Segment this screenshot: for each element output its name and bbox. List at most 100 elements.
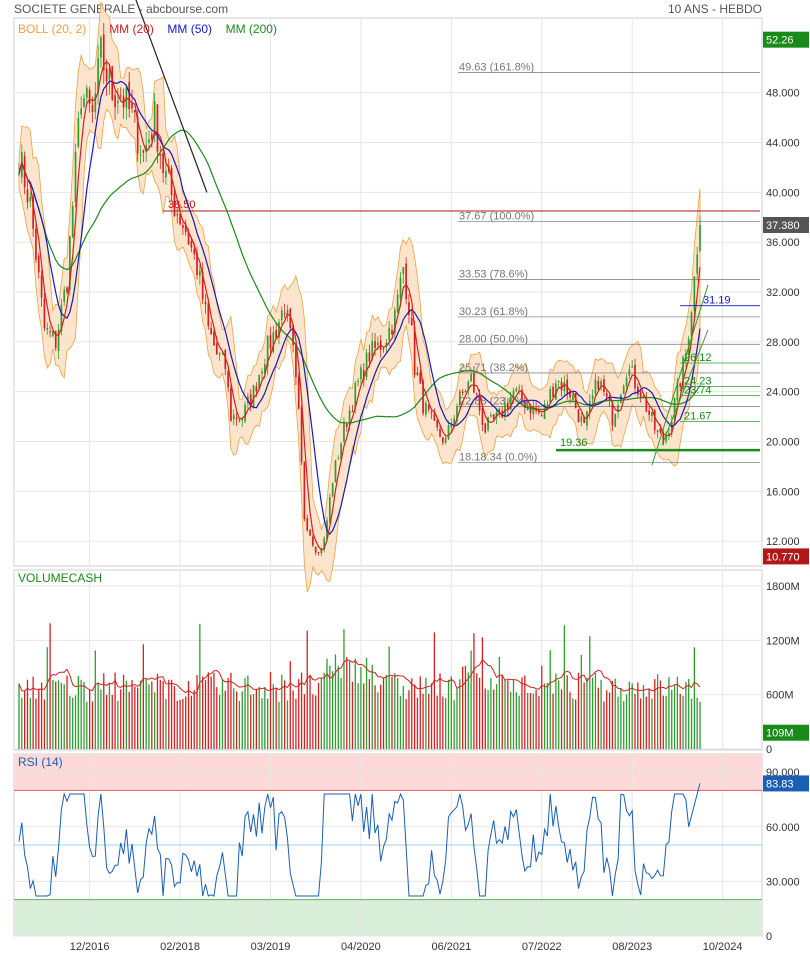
candle-body [473, 372, 475, 393]
volume-tick-label: 0 [766, 744, 772, 756]
candle-body [252, 384, 255, 408]
candle-body [111, 66, 114, 100]
candle-body [289, 308, 292, 329]
price-tick-label: 28.000 [766, 337, 800, 349]
candle-body [88, 89, 91, 104]
candle-body [165, 170, 167, 178]
resistance-label: 38.50 [168, 199, 196, 211]
volume-tick-label: 1800M [766, 581, 800, 593]
candle-body [490, 414, 492, 417]
price-tick-label: 32.000 [766, 287, 800, 299]
candle-body [665, 434, 667, 442]
candle-body [540, 414, 543, 417]
downtrend-line [135, 0, 208, 193]
candle-body [66, 287, 68, 293]
level-label: 24.23 [684, 376, 712, 388]
fib-level-label: 37.67 (100.0%) [459, 210, 534, 222]
rsi-title: RSI (14) [18, 755, 63, 769]
candle-body [385, 342, 388, 346]
candle-body [193, 249, 196, 255]
candle-body [693, 276, 696, 312]
candle-body [278, 322, 280, 338]
candle-body [549, 388, 552, 403]
candle-body [275, 330, 277, 339]
price-tick-label: 24.000 [766, 387, 800, 399]
candle-body [190, 241, 193, 248]
candle-body [498, 408, 501, 414]
candle-body [263, 364, 266, 374]
chart-title: SOCIETE GENERALE - abcbourse.com [14, 2, 229, 16]
candle-body [360, 367, 362, 380]
fib-level-label: 49.63 (161.8%) [459, 61, 534, 73]
candle-body [37, 255, 40, 273]
level-label: 23.74 [684, 384, 712, 396]
x-tick-label: 10/2024 [703, 941, 743, 953]
candle-body [306, 518, 309, 531]
candle-body [478, 393, 481, 411]
fib-level-label: 33.53 (78.6%) [459, 269, 528, 281]
x-tick-label: 04/2020 [341, 941, 381, 953]
candle-body [388, 327, 391, 341]
candle-body [32, 196, 34, 229]
ma20-line [18, 60, 701, 551]
x-tick-label: 06/2021 [431, 941, 471, 953]
candle-body [340, 443, 342, 460]
candle-body [131, 103, 133, 109]
x-tick-label: 08/2023 [612, 941, 652, 953]
candle-body [49, 331, 51, 333]
candle-body [354, 382, 357, 410]
rsi-line [18, 783, 701, 897]
candle-body [337, 458, 340, 460]
candle-body [26, 189, 29, 203]
candle-body [159, 154, 162, 156]
candle-body [303, 461, 306, 519]
candle-body [577, 409, 580, 423]
candle-body [227, 371, 229, 388]
candle-body [320, 550, 323, 554]
price-tick-label: 20.000 [766, 436, 800, 448]
candle-body [224, 350, 227, 370]
candle-body [348, 410, 351, 426]
candle-body [280, 310, 283, 321]
candle-body [83, 98, 85, 107]
candle-body [605, 393, 608, 398]
candle-body [495, 411, 498, 418]
candle-body [210, 327, 212, 335]
candle-body [119, 95, 122, 97]
candle-body [156, 104, 159, 152]
candle-body [309, 529, 311, 536]
candle-body [487, 417, 489, 430]
price-tick-label: 16.000 [766, 486, 800, 498]
candle-body [328, 497, 331, 522]
candle-body [162, 152, 164, 174]
rsi-last-tag: 83.83 [766, 778, 794, 790]
candle-body [40, 275, 43, 298]
bollinger-band [18, 1, 701, 593]
candle-body [182, 224, 184, 228]
candle-body [300, 407, 303, 463]
candle-body [196, 252, 198, 275]
candle-body [447, 425, 450, 439]
candle-body [199, 271, 201, 276]
candle-body [433, 413, 436, 421]
candle-body [574, 393, 577, 408]
candle-body [396, 294, 399, 313]
candle-body [622, 385, 625, 394]
candle-body [481, 408, 484, 425]
candle-body [625, 377, 628, 386]
rsi-tick-label: 0 [766, 931, 772, 943]
candle-body [148, 139, 150, 143]
candle-body [362, 369, 365, 380]
rsi-oversold-zone [14, 899, 762, 936]
candle-body [645, 396, 648, 412]
candle-body [639, 391, 642, 398]
candle-body [377, 342, 379, 346]
candle-body [676, 381, 679, 401]
legend-entry: MM (200) [226, 22, 277, 36]
candle-body [546, 404, 549, 407]
candle-body [204, 301, 207, 305]
candle-body [521, 389, 523, 400]
candle-body [552, 386, 554, 397]
candle-body [439, 429, 441, 437]
